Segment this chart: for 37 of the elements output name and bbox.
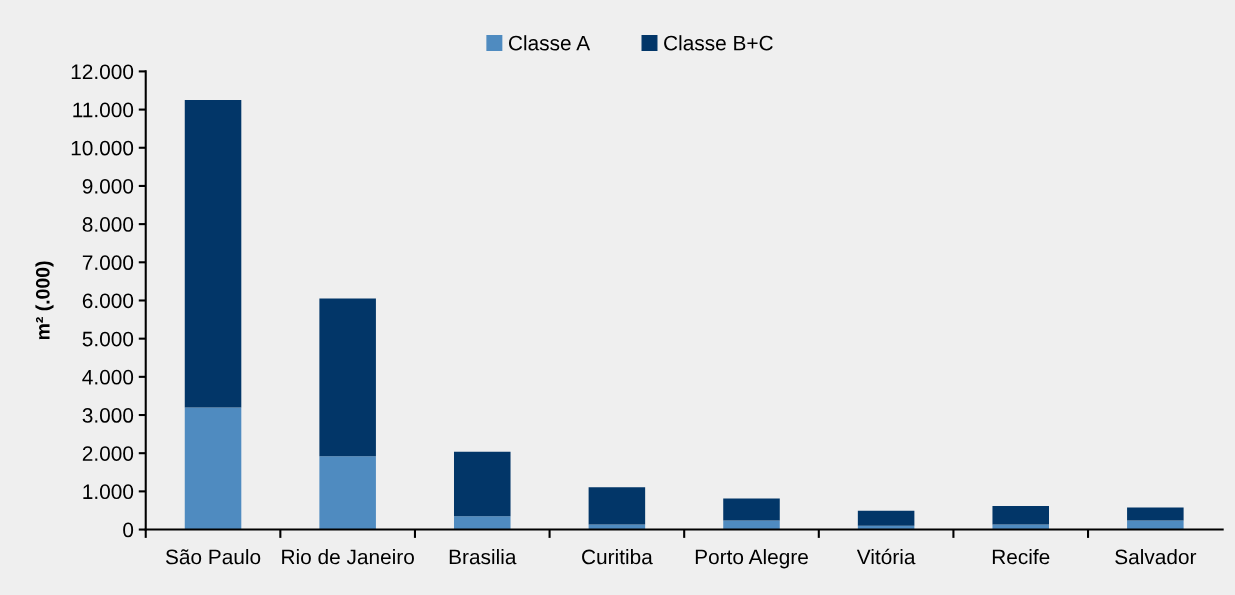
y-tick-label: 1.000 — [83, 484, 134, 500]
y-tick-label: 4.000 — [82, 369, 134, 385]
bar — [184, 407, 242, 530]
bar — [1127, 520, 1184, 530]
x-tick-label: Vitória — [856, 548, 916, 565]
bar — [454, 516, 511, 530]
bar — [588, 487, 646, 525]
y-tick-label: 12.000 — [71, 64, 134, 80]
x-tick-label: Brasilia — [449, 548, 517, 565]
y-tick-label: 0 — [123, 522, 134, 538]
bar — [723, 498, 780, 521]
y-axis-title: m² (.000) — [35, 261, 54, 340]
y-tick-label: 8.000 — [82, 217, 134, 232]
bar — [319, 456, 376, 530]
x-tick-label: Porto Alegre — [695, 548, 808, 569]
bar — [857, 510, 915, 526]
y-tick-label: 5.000 — [82, 331, 134, 347]
x-tick-label: Recife — [992, 548, 1050, 565]
y-tick-label: 6.000 — [82, 293, 134, 309]
bar — [1127, 507, 1184, 521]
bar — [992, 505, 1049, 525]
y-tick-label: 7.000 — [82, 255, 134, 271]
y-tick-label: 2.000 — [82, 446, 134, 461]
bar — [723, 520, 780, 530]
y-tick-label: 3.000 — [82, 408, 134, 423]
y-tick-label: 11.000 — [73, 102, 134, 118]
y-tick-label: 9.000 — [82, 178, 134, 194]
x-tick-label: Salvador — [1115, 548, 1197, 565]
legend-label: Classe A — [508, 35, 591, 51]
bar — [454, 451, 511, 517]
y-tick-label: 10.000 — [71, 140, 134, 156]
x-tick-label: Rio de Janeiro — [282, 548, 414, 565]
legend-label: Classe B+C — [664, 35, 773, 51]
x-tick-label: Curitiba — [582, 548, 653, 565]
x-tick-label: São Paulo — [165, 548, 261, 565]
bar — [319, 298, 376, 457]
bar — [184, 100, 242, 408]
